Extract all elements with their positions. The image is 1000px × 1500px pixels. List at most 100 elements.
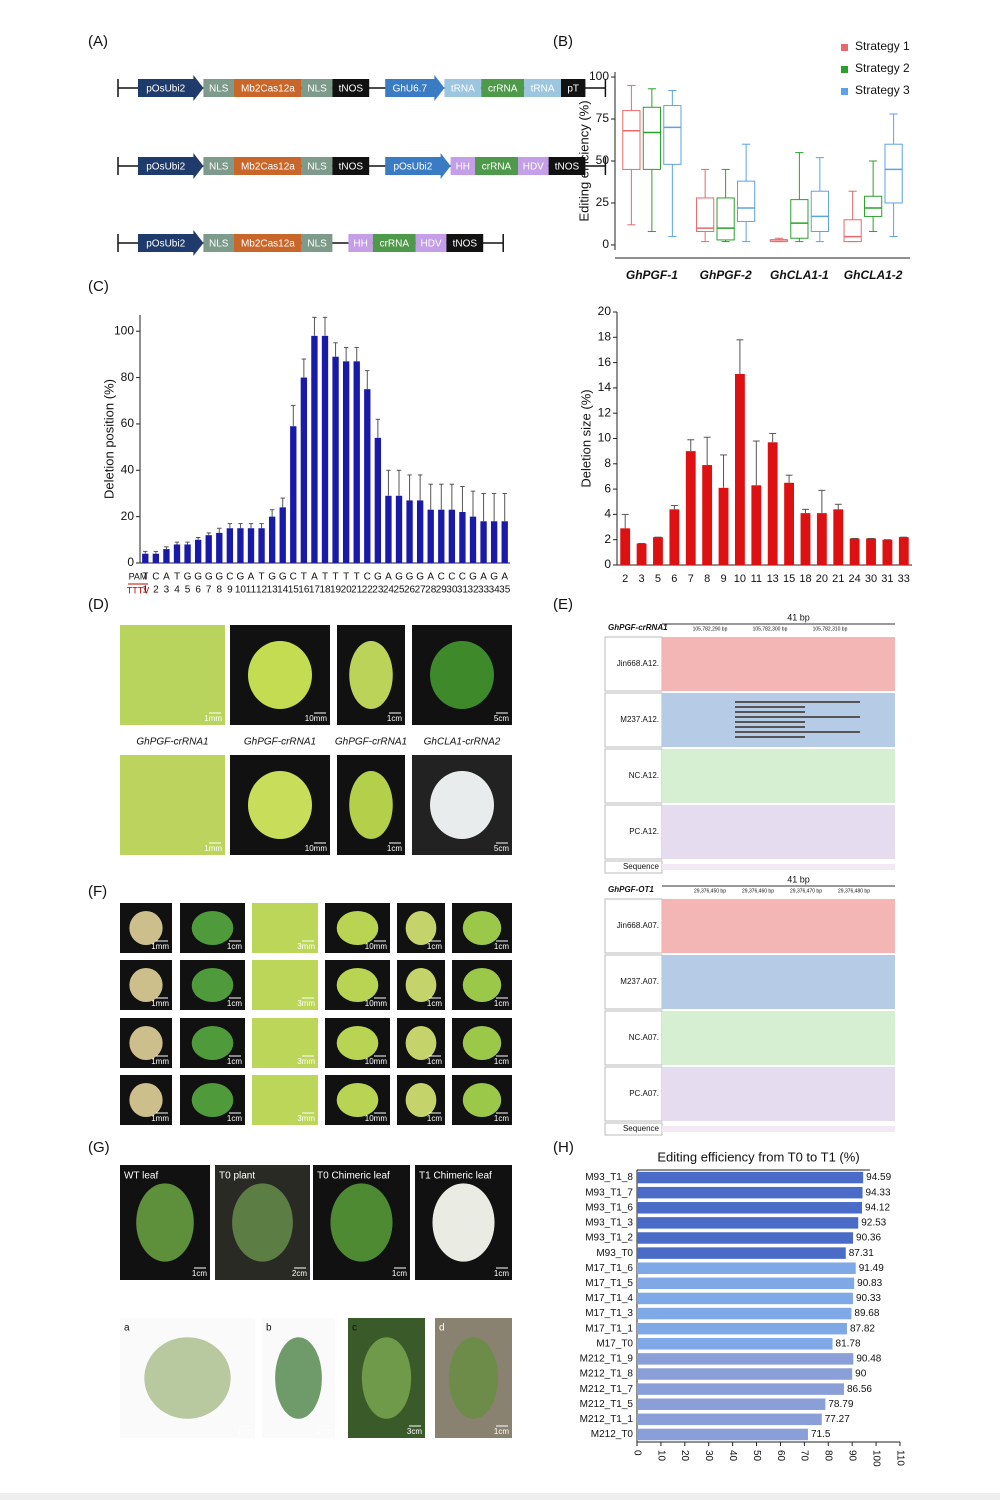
bar [163,549,170,563]
value-label: 90.83 [857,1278,882,1289]
bar [800,513,811,565]
photo-label: WT leaf [124,1171,158,1182]
sequence-base: T [174,572,180,583]
x-tick-label: GhCLA1-2 [844,268,903,282]
element-box [446,234,484,252]
bar [332,356,339,563]
bar [226,528,234,563]
category-label: M93_T0 [596,1248,633,1259]
x-tick-label: 8 [217,585,223,596]
scale-label: 2cm [292,1269,307,1278]
y-tick-label: 18 [598,329,612,343]
value-label: 81.78 [836,1338,861,1349]
track-label: Jin668.A07. [617,921,659,930]
y-tick-label: 60 [121,416,135,430]
track-label: PC.A07. [629,1089,659,1098]
photo-caption: GhPGF-crRNA1 [244,737,316,748]
x-tick-label: 24 [849,573,861,585]
panel-label: (B) [553,33,573,50]
sequence-base: G [395,572,403,583]
x-tick-label: 26 [404,585,416,596]
x-tick-label: 40 [727,1450,738,1462]
legend-swatch [841,88,848,95]
legend-label: Strategy 3 [855,83,910,97]
photo [252,1075,318,1125]
bar [395,495,403,563]
bar [438,509,445,563]
bar [342,361,350,563]
photo-subject [430,641,494,709]
bar [152,553,160,563]
category-label: M93_T1_6 [585,1202,633,1213]
scale-label: 1mm [204,714,222,723]
photo-subject [275,1337,322,1419]
bar [237,528,244,563]
scale-label: 1cm [387,844,402,853]
track-label-box [604,804,663,860]
bar [866,538,876,565]
x-tick-label: 29 [436,585,448,596]
x-tick-label: 17 [309,585,321,596]
element-box [332,157,370,175]
bar [685,451,696,565]
position-label: 29,376,480 bp [838,888,870,894]
element-box [348,234,373,252]
box [884,143,903,204]
x-tick-label: 31 [881,573,893,585]
bar [718,487,729,565]
y-tick-label: 16 [598,355,612,369]
x-tick-label: 2 [622,573,628,585]
photo-subject [405,1083,437,1117]
scale-label: 1cm [494,1427,509,1436]
sequence-label: Sequence [623,1124,660,1133]
category-label: M17_T1_3 [585,1308,633,1319]
element-label: NLS [307,162,327,173]
promoter-arrow [138,153,204,179]
x-tick-label: 11 [246,585,257,596]
sequence-base: T [259,572,265,583]
box [737,180,756,222]
deletion-gap [735,706,805,708]
element-label: pOsUbi2 [146,239,185,250]
bar [258,528,265,563]
bar [480,521,487,563]
bar [448,509,456,563]
promoter-arrow [138,75,204,101]
x-tick-label: 27 [415,585,427,596]
scale-label: 1cm [227,1057,242,1066]
bar [637,1428,808,1441]
bar [385,495,392,563]
photo-subject [462,968,502,1002]
sequence-base: T [322,572,328,583]
track-label: NC.A12. [629,771,659,780]
element-box [450,157,475,175]
element-box [234,234,302,252]
sequence-base: G [374,572,382,583]
x-tick-label: 2 [153,585,159,596]
value-label: 92.53 [861,1218,886,1229]
promoter-arrow [385,153,451,179]
deletion-gap [735,731,860,733]
photo-subject [448,1337,499,1419]
category-label: M212_T1_7 [580,1384,634,1395]
photo-label: T0 Chimeric leaf [317,1171,390,1182]
position-label: 105,782,310 bp [813,626,848,632]
photo-subject [129,911,163,945]
sequence-base: G [205,572,213,583]
bar [735,373,745,565]
y-tick-label: 80 [121,370,135,384]
photo [120,625,225,725]
deletion-gap [735,716,860,718]
bar [637,1292,853,1305]
photo-subject [144,1337,231,1419]
photo-caption: GhPGF-crRNA1 [335,737,407,748]
sequence-base: A [385,572,392,583]
photo-subject [336,911,379,945]
x-tick-label: 90 [847,1450,858,1462]
bar [300,377,308,563]
y-tick-label: 12 [598,405,612,419]
value-label: 90.33 [856,1293,881,1304]
value-label: 94.33 [866,1187,891,1198]
chart-title: Editing efficiency from T0 to T1 (%) [657,1149,859,1164]
